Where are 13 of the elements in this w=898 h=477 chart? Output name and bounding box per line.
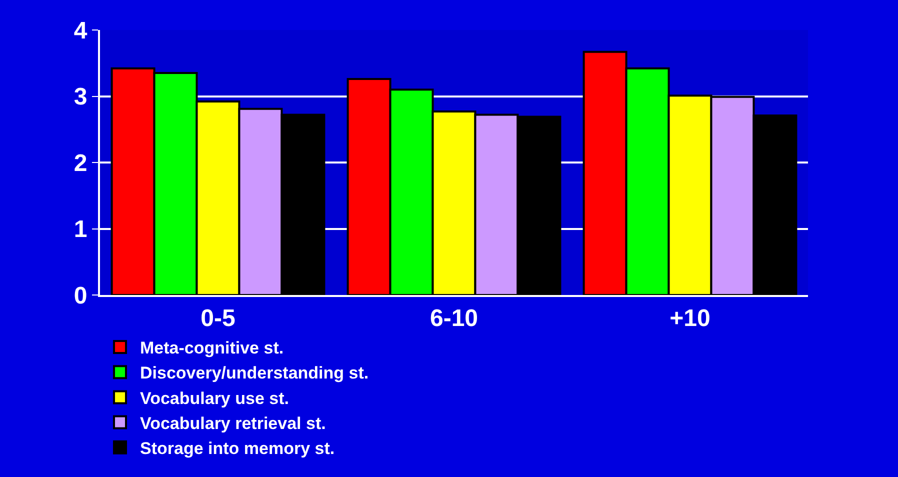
legend-label: Vocabulary retrieval st. <box>140 414 326 433</box>
y-tick-label: 2 <box>74 150 88 177</box>
y-tick-label: 1 <box>74 216 88 244</box>
x-tick-label: +10 <box>670 304 710 332</box>
y-tick-label: 3 <box>74 84 88 111</box>
y-tick-label: 0 <box>74 282 88 310</box>
legend-label: Vocabulary use st. <box>140 388 289 408</box>
legend-label: Storage into memory st. <box>140 439 335 458</box>
y-tick-label: 4 <box>74 17 88 44</box>
x-tick-label: 6-10 <box>430 304 478 332</box>
legend-label: Meta-cognitive st. <box>140 338 284 358</box>
x-tick-label: 0-5 <box>200 304 236 332</box>
legend-label: Discovery/understanding st. <box>140 364 369 383</box>
